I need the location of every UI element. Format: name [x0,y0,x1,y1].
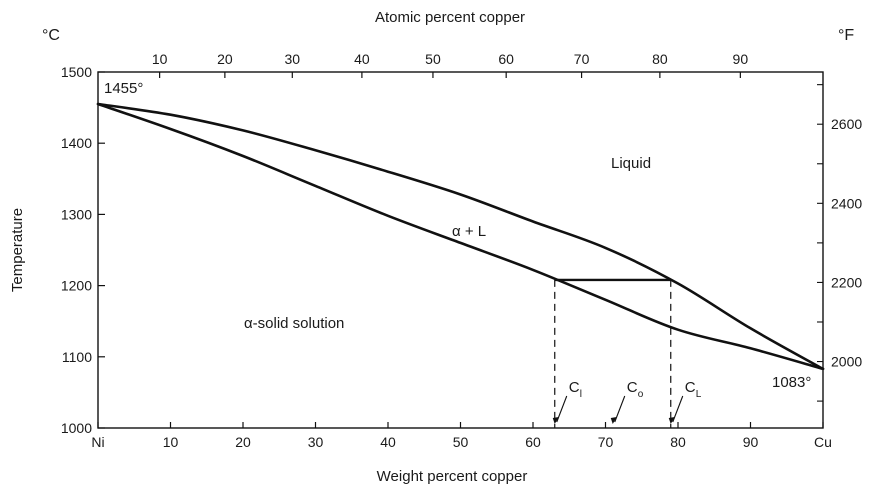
y-tick-label-left: 1500 [61,64,92,80]
composition-arrow [672,395,684,423]
x-tick-label-bottom: 90 [743,434,759,450]
x-tick-label-bottom: 50 [453,434,469,450]
y-tick-label-right: 2200 [831,274,862,290]
composition-label-subscript: o [638,389,644,400]
liquidus-line [96,102,825,371]
x-tick-label-top: 10 [152,51,168,67]
composition-arrow [556,395,568,423]
x-tick-label-bottom: Ni [91,434,104,450]
y-tick-label-right: 2400 [831,195,862,211]
composition-arrowhead [610,417,617,424]
cu-melting-label: 1083° [772,374,811,391]
composition-label-subscript: l [580,389,582,400]
x-tick-label-top: 20 [217,51,233,67]
composition-label-subscript: L [696,389,702,400]
bottom-axis-title: Weight percent copper [377,468,528,485]
x-tick-label-bottom: Cu [814,434,832,450]
x-tick-label-bottom: 70 [598,434,614,450]
y-tick-label-right: 2000 [831,354,862,370]
plot-frame [97,71,824,429]
x-tick-label-bottom: 60 [525,434,541,450]
composition-arrow [614,395,626,423]
composition-label: C [685,379,696,396]
x-tick-label-top: 80 [652,51,668,67]
y-tick-label-left: 1300 [61,206,92,222]
x-tick-label-top: 50 [425,51,441,67]
y-tick-label-left: 1400 [61,135,92,151]
x-tick-label-top: 40 [354,51,370,67]
y-tick-label-left: 1100 [62,349,92,365]
ni-melting-label: 1455° [104,80,143,97]
composition-arrowhead [668,417,675,424]
solid-region-label: α-solid solution [244,315,344,332]
y-tick-label-right: 2600 [831,116,862,132]
liquid-region-label: Liquid [611,155,651,172]
x-tick-label-bottom: 40 [380,434,396,450]
x-tick-label-top: 60 [498,51,514,67]
x-tick-label-top: 90 [733,51,749,67]
x-tick-label-top: 70 [574,51,590,67]
left-axis-title: Temperature [9,208,26,292]
composition-label: C [569,379,580,396]
two-phase-region-label: α + L [452,223,486,240]
x-tick-label-bottom: 10 [163,434,179,450]
x-tick-label-bottom: 30 [308,434,324,450]
solidus-line [96,102,825,371]
x-tick-label-bottom: 20 [235,434,251,450]
y-tick-label-left: 1200 [61,278,92,294]
x-tick-label-top: 30 [285,51,301,67]
top-axis-title: Atomic percent copper [375,9,525,26]
right-unit-label: °F [838,27,854,44]
composition-arrowhead [552,417,559,424]
y-tick-label-left: 1000 [61,420,92,436]
x-tick-label-bottom: 80 [670,434,686,450]
composition-label: C [627,379,638,396]
left-unit-label: °C [42,27,60,44]
